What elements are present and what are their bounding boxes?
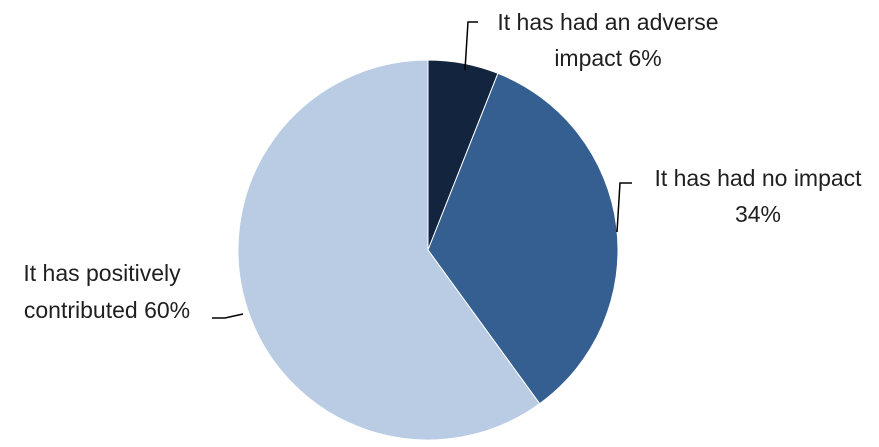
- leader-line-positive: [212, 313, 244, 319]
- leader-line-no-impact: [616, 182, 632, 233]
- slice-label-adverse-line-2: impact 6%: [554, 45, 661, 71]
- slice-positively-contributed: [237, 59, 541, 441]
- leader-line-adverse: [464, 21, 478, 71]
- slice-label-positive-line-1: It has positively: [23, 260, 181, 286]
- slice-label-positive-line-2: contributed 60%: [24, 297, 190, 323]
- slice-label-no-impact-line-2: 34%: [735, 201, 781, 227]
- slice-no-impact: [427, 72, 619, 405]
- slice-label-no-impact-line-1: It has had no impact: [654, 165, 862, 191]
- slice-label-adverse-line-1: It has had an adverse: [497, 9, 718, 35]
- slice-labels: It has had an adverse impact 6% It has h…: [23, 9, 862, 323]
- leader-lines: [212, 21, 632, 319]
- pie-slices: [237, 59, 619, 441]
